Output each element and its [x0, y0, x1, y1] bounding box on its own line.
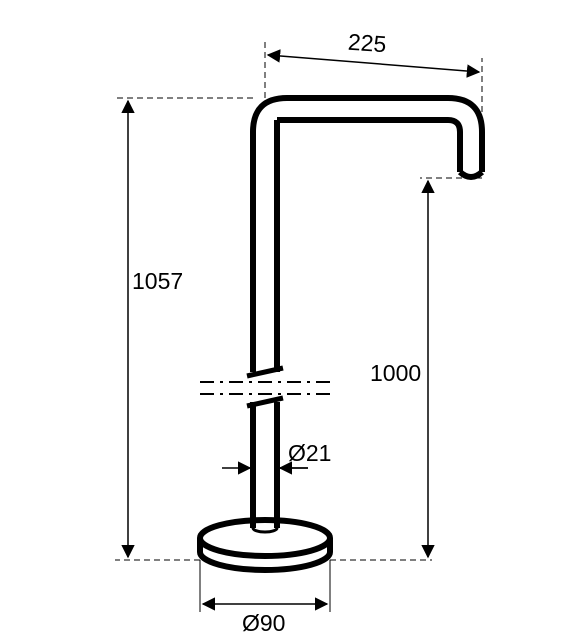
- dim-1057: [115, 98, 253, 560]
- label-225: 225: [347, 29, 387, 59]
- break-symbol: [200, 368, 330, 406]
- technical-drawing: [0, 0, 574, 642]
- base: [200, 520, 330, 570]
- label-d21: Ø21: [288, 440, 331, 467]
- spout: [253, 98, 482, 177]
- label-1057: 1057: [132, 268, 183, 295]
- label-d90: Ø90: [242, 610, 285, 637]
- label-1000: 1000: [370, 360, 421, 387]
- pipe: [253, 120, 277, 532]
